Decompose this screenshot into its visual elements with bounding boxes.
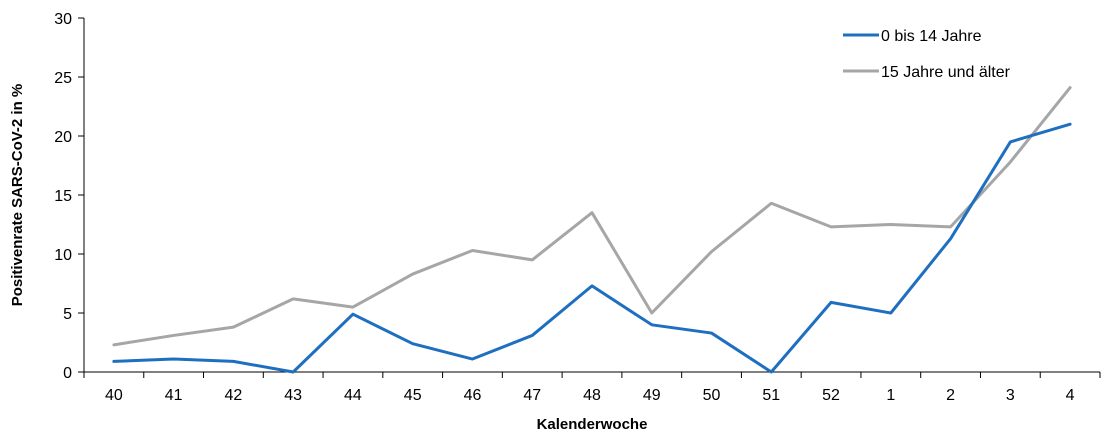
y-tick-label: 0 xyxy=(63,365,72,382)
x-tick-label: 2 xyxy=(946,387,955,404)
y-axis-title: Positivenrate SARS-CoV-2 in % xyxy=(9,84,26,307)
x-tick-label: 4 xyxy=(1066,387,1075,404)
x-tick-label: 51 xyxy=(762,387,780,404)
x-tick-label: 49 xyxy=(643,387,661,404)
x-tick-label: 43 xyxy=(284,387,302,404)
y-tick-label: 30 xyxy=(54,11,72,28)
x-tick-label: 42 xyxy=(225,387,243,404)
x-tick-label: 45 xyxy=(404,387,422,404)
x-tick-label: 40 xyxy=(105,387,123,404)
x-tick-label: 41 xyxy=(165,387,183,404)
series-line-0 xyxy=(112,122,1072,374)
legend: 0 bis 14 Jahre 15 Jahre und älter xyxy=(843,28,1011,81)
x-tick-label: 46 xyxy=(464,387,482,404)
series-line-1 xyxy=(112,86,1072,347)
x-tick-label: 48 xyxy=(583,387,601,404)
y-tick-label: 5 xyxy=(63,306,72,323)
x-tick-label: 1 xyxy=(886,387,895,404)
x-tick-label: 50 xyxy=(703,387,721,404)
x-tick-label: 3 xyxy=(1006,387,1015,404)
y-axis: 0 5 10 15 20 25 30 xyxy=(54,11,85,382)
x-axis: 40 41 42 43 44 45 46 47 48 49 50 51 52 1 2 3 4 xyxy=(83,371,1101,404)
x-axis-title: Kalenderwoche xyxy=(537,416,648,433)
legend-label: 15 Jahre und älter xyxy=(881,64,1011,81)
y-tick-label: 15 xyxy=(54,188,72,205)
series-layer xyxy=(112,86,1072,374)
x-tick-label: 47 xyxy=(523,387,541,404)
y-tick-label: 20 xyxy=(54,129,72,146)
y-tick-label: 10 xyxy=(54,247,72,264)
y-tick-label: 25 xyxy=(54,70,72,87)
x-tick-label: 44 xyxy=(344,387,362,404)
legend-label: 0 bis 14 Jahre xyxy=(881,28,982,45)
x-tick-label: 52 xyxy=(822,387,840,404)
